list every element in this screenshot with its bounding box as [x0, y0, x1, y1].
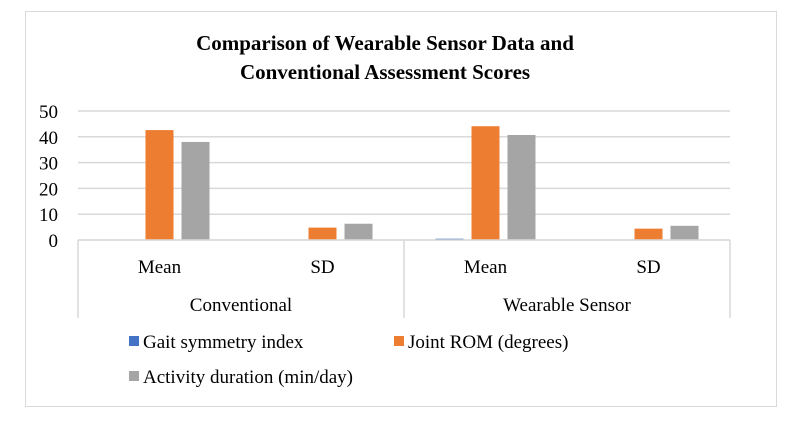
y-tick-label: 30	[39, 154, 58, 175]
y-tick-label: 50	[39, 102, 58, 123]
bar-activity-duration-min-day--1	[344, 223, 373, 240]
category-label: SD	[636, 257, 660, 278]
chart-frame	[25, 11, 777, 407]
legend-label: Activity duration (min/day)	[143, 367, 353, 388]
bar-joint-rom-degrees--1	[308, 227, 337, 240]
legend-label: Gait symmetry index	[143, 332, 304, 353]
category-label: Mean	[464, 257, 508, 278]
bar-joint-rom-degrees--0	[145, 130, 174, 240]
legend-swatch	[129, 371, 139, 381]
y-tick-label: 0	[49, 231, 59, 252]
bar-activity-duration-min-day--0	[181, 141, 210, 240]
chart-title: Conventional Assessment Scores	[240, 60, 530, 84]
bar-activity-duration-min-day--2	[507, 134, 536, 240]
category-label: Mean	[138, 257, 182, 278]
legend-swatch	[394, 336, 404, 346]
y-tick-label: 20	[39, 179, 58, 200]
bar-joint-rom-degrees--2	[471, 126, 500, 240]
y-tick-label: 10	[39, 205, 58, 226]
group-label: Wearable Sensor	[503, 295, 631, 316]
group-label: Conventional	[190, 295, 292, 316]
bar-activity-duration-min-day--3	[670, 225, 699, 240]
bar-joint-rom-degrees--3	[634, 228, 663, 240]
y-tick-label: 40	[39, 128, 58, 149]
legend-swatch	[129, 336, 139, 346]
legend-label: Joint ROM (degrees)	[408, 332, 568, 353]
chart-title: Comparison of Wearable Sensor Data and	[196, 31, 574, 55]
category-label: SD	[310, 257, 334, 278]
